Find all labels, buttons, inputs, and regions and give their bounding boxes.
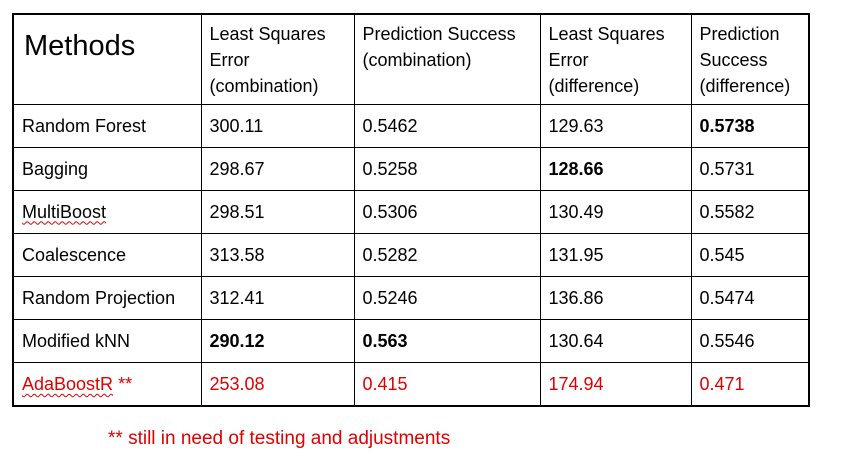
ps-combination-cell: 0.5282 (353, 232, 541, 277)
lse-combination-cell: 298.67 (200, 146, 355, 191)
footnote: ** still in need of testing and adjustme… (108, 428, 451, 449)
method-name: Coalescence (12, 232, 202, 277)
method-name: MultiBoost (22, 201, 107, 222)
table-row: Random Projection 312.41 0.5246 136.86 0… (12, 275, 810, 320)
ps-difference-cell: 0.5738 (690, 103, 810, 148)
header-methods: Methods (12, 13, 202, 105)
lse-difference-cell: 131.95 (539, 232, 692, 277)
ps-difference-cell: 0.545 (690, 232, 810, 277)
lse-difference-cell: 136.86 (539, 275, 692, 320)
method-name: Random Projection (12, 275, 202, 320)
ps-difference-cell: 0.471 (690, 361, 810, 407)
method-name-cell: MultiBoost (12, 189, 202, 234)
table-row: MultiBoost 298.51 0.5306 130.49 0.5582 (12, 189, 810, 234)
lse-difference-cell: 174.94 (539, 361, 692, 407)
table-row-highlighted: AdaBoostR ** 253.08 0.415 174.94 0.471 (12, 361, 810, 407)
header-ps-difference: Prediction Success (difference) (690, 13, 810, 105)
lse-combination-cell: 312.41 (200, 275, 355, 320)
lse-difference-cell: 129.63 (539, 103, 692, 148)
method-name: Modified kNN (12, 318, 202, 363)
ps-combination-cell: 0.563 (353, 318, 541, 363)
ps-difference-cell: 0.5582 (690, 189, 810, 234)
header-lse-combination: Least Squares Error (combination) (200, 13, 355, 105)
ps-difference-cell: 0.5546 (690, 318, 810, 363)
header-ps-combination: Prediction Success (combination) (353, 13, 541, 105)
ps-difference-cell: 0.5474 (690, 275, 810, 320)
table-row: Random Forest 300.11 0.5462 129.63 0.573… (12, 103, 810, 148)
method-name-cell: AdaBoostR ** (12, 361, 202, 407)
table-row: Modified kNN 290.12 0.563 130.64 0.5546 (12, 318, 810, 363)
results-table: Methods Least Squares Error (combination… (12, 13, 810, 407)
ps-combination-cell: 0.5258 (353, 146, 541, 191)
method-suffix: ** (113, 373, 133, 394)
lse-combination-cell: 290.12 (200, 318, 355, 363)
header-row: Methods Least Squares Error (combination… (12, 13, 810, 105)
ps-combination-cell: 0.5246 (353, 275, 541, 320)
method-name: Bagging (12, 146, 202, 191)
table-row: Coalescence 313.58 0.5282 131.95 0.545 (12, 232, 810, 277)
ps-difference-cell: 0.5731 (690, 146, 810, 191)
ps-combination-cell: 0.5462 (353, 103, 541, 148)
lse-difference-cell: 130.49 (539, 189, 692, 234)
lse-difference-cell: 128.66 (539, 146, 692, 191)
ps-combination-cell: 0.5306 (353, 189, 541, 234)
ps-combination-cell: 0.415 (353, 361, 541, 407)
lse-combination-cell: 313.58 (200, 232, 355, 277)
method-name: AdaBoostR (22, 373, 114, 394)
lse-combination-cell: 300.11 (200, 103, 355, 148)
lse-combination-cell: 253.08 (200, 361, 355, 407)
header-lse-difference: Least Squares Error (difference) (539, 13, 692, 105)
table-row: Bagging 298.67 0.5258 128.66 0.5731 (12, 146, 810, 191)
method-name: Random Forest (12, 103, 202, 148)
lse-combination-cell: 298.51 (200, 189, 355, 234)
lse-difference-cell: 130.64 (539, 318, 692, 363)
